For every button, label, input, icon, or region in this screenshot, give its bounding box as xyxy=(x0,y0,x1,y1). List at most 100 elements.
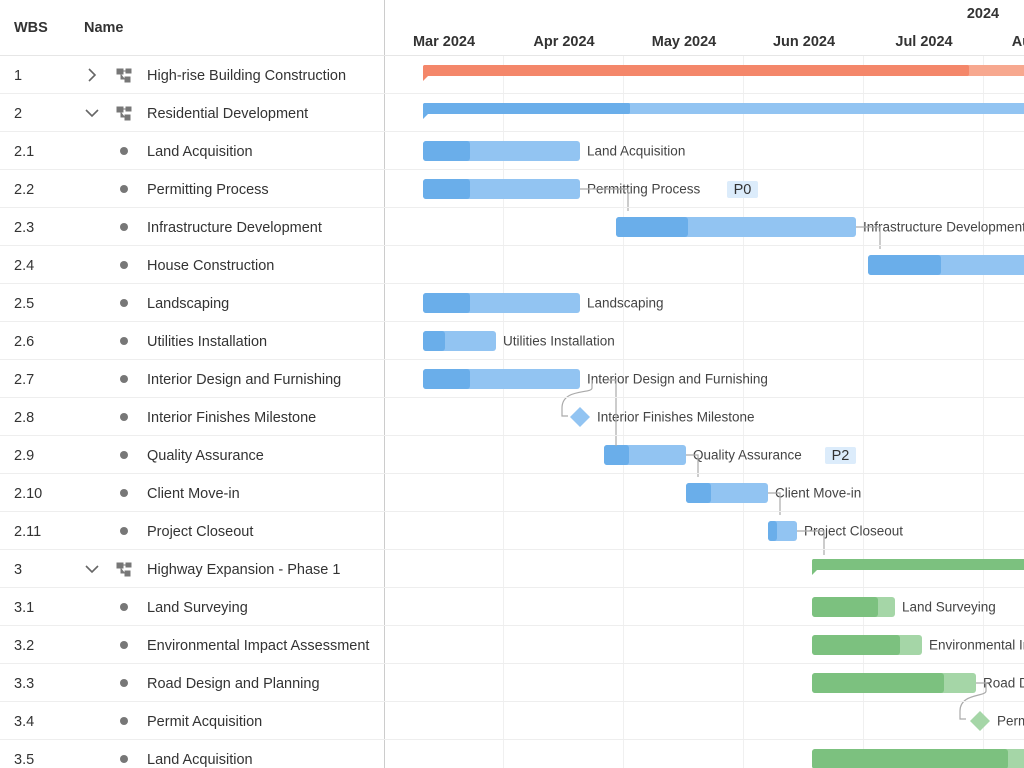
summary-progress xyxy=(812,559,1024,570)
name-cell[interactable]: Permit Acquisition xyxy=(147,714,262,730)
month-header: Aug 2024 xyxy=(1012,34,1024,50)
dependency-link xyxy=(604,379,617,446)
column-header[interactable]: Name xyxy=(84,20,124,36)
bar-label: Project Closeout xyxy=(804,524,903,539)
wbs-cell: 2.4 xyxy=(14,258,34,274)
bullet xyxy=(120,717,128,725)
year-header: 2024 xyxy=(967,6,999,22)
bullet xyxy=(120,679,128,687)
month-header: Jun 2024 xyxy=(773,34,835,50)
wbs-cell: 2.8 xyxy=(14,410,34,426)
month-header: Mar 2024 xyxy=(413,34,475,50)
name-cell[interactable]: High-rise Building Construction xyxy=(147,68,346,84)
name-cell[interactable]: Infrastructure Development xyxy=(147,220,322,236)
bullet xyxy=(120,755,128,763)
bar-label: Client Move-in xyxy=(775,486,861,501)
name-cell[interactable]: Landscaping xyxy=(147,296,229,312)
bar-label: Land Acquisition xyxy=(587,144,685,159)
bullet xyxy=(120,261,128,269)
bullet xyxy=(120,527,128,535)
name-cell[interactable]: Land Acquisition xyxy=(147,144,253,160)
task-progress xyxy=(812,597,878,617)
month-header: Jul 2024 xyxy=(895,34,952,50)
dependency-link xyxy=(797,530,825,555)
name-cell[interactable]: Interior Design and Furnishing xyxy=(147,372,341,388)
name-cell[interactable]: Land Acquisition xyxy=(147,752,253,768)
bullet xyxy=(120,641,128,649)
bar-label: Environmental Impact Assessment xyxy=(929,638,1024,653)
bullet xyxy=(120,451,128,459)
name-cell[interactable]: Utilities Installation xyxy=(147,334,267,350)
summary-tip xyxy=(423,113,429,119)
task-grid: WBS Name 1 High-rise Building Constructio… xyxy=(14,20,369,768)
bullet xyxy=(120,299,128,307)
priority-label: P0 xyxy=(734,182,752,198)
wbs-cell: 2.5 xyxy=(14,296,34,312)
name-cell[interactable]: Residential Development xyxy=(147,106,308,122)
priority-badge xyxy=(727,181,758,198)
priority-badge xyxy=(825,447,856,464)
wbs-cell: 3.2 xyxy=(14,638,34,654)
dependency-link xyxy=(580,188,629,211)
bullet xyxy=(120,375,128,383)
group-icon xyxy=(116,68,132,83)
dependency-link xyxy=(561,380,593,417)
name-cell[interactable]: House Construction xyxy=(147,258,274,274)
task-progress xyxy=(423,179,470,199)
dependency-link xyxy=(686,454,699,477)
wbs-cell: 3.1 xyxy=(14,600,34,616)
name-cell[interactable]: Interior Finishes Milestone xyxy=(147,410,316,426)
summary-progress xyxy=(423,65,969,76)
task-progress xyxy=(616,217,688,237)
expander[interactable] xyxy=(85,565,99,574)
task-progress xyxy=(423,331,445,351)
name-cell[interactable]: Road Design and Planning xyxy=(147,676,320,692)
bullet xyxy=(120,147,128,155)
task-progress xyxy=(423,141,470,161)
bullet xyxy=(120,489,128,497)
name-cell[interactable]: Environmental Impact Assessment xyxy=(147,638,369,654)
wbs-cell: 3 xyxy=(14,562,22,578)
bar-label: Landscaping xyxy=(587,296,664,311)
wbs-cell: 2.3 xyxy=(14,220,34,236)
task-progress xyxy=(604,445,629,465)
name-cell[interactable]: Permitting Process xyxy=(147,182,269,198)
dependency-link xyxy=(856,226,881,249)
wbs-cell: 2.10 xyxy=(14,486,42,502)
summary-tip xyxy=(812,569,818,575)
name-cell[interactable]: Project Closeout xyxy=(147,524,253,540)
summary-tip xyxy=(423,75,429,81)
name-cell[interactable]: Quality Assurance xyxy=(147,448,264,464)
milestone[interactable] xyxy=(570,407,590,427)
group-icon xyxy=(116,106,132,121)
milestone[interactable] xyxy=(970,711,990,731)
bullet xyxy=(120,413,128,421)
name-cell[interactable]: Highway Expansion - Phase 1 xyxy=(147,562,340,578)
bullet xyxy=(120,337,128,345)
column-header[interactable]: WBS xyxy=(14,20,48,36)
wbs-cell: 2.7 xyxy=(14,372,34,388)
expander[interactable] xyxy=(85,109,99,118)
task-progress xyxy=(868,255,941,275)
dependency-link xyxy=(768,492,781,515)
timeline: 2024 Mar 2024 Apr 2024 May 2024 Jun 2024 Jul… xyxy=(413,6,1024,768)
bar-label: Land Surveying xyxy=(902,600,996,615)
wbs-cell: 2.2 xyxy=(14,182,34,198)
priority-label: P2 xyxy=(832,448,850,464)
wbs-cell: 3.3 xyxy=(14,676,34,692)
bar-label: Interior Design and Furnishing xyxy=(587,372,768,387)
name-cell[interactable]: Land Surveying xyxy=(147,600,248,616)
bar-label: Permit Acquisition xyxy=(997,714,1024,729)
bar-label: Quality Assurance xyxy=(693,448,802,463)
task-progress xyxy=(768,521,777,541)
bar-label: Permitting Process xyxy=(587,182,701,197)
bullet xyxy=(120,603,128,611)
wbs-cell: 2 xyxy=(14,106,22,122)
expander[interactable] xyxy=(88,68,97,82)
bar-label: Utilities Installation xyxy=(503,334,615,349)
bullet xyxy=(120,185,128,193)
month-header: May 2024 xyxy=(652,34,717,50)
name-cell[interactable]: Client Move-in xyxy=(147,486,240,502)
